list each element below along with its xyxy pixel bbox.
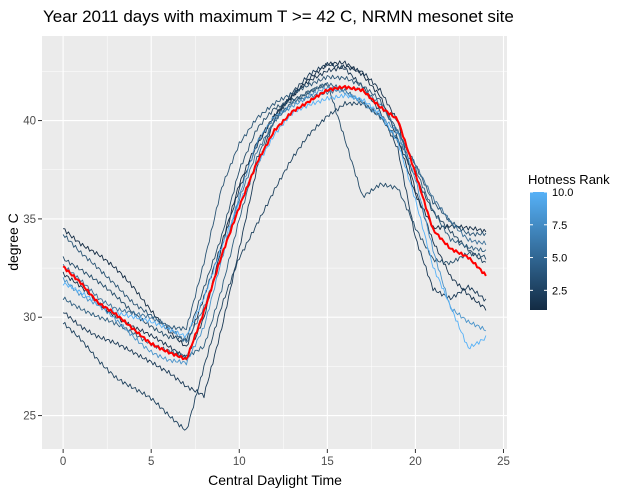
- grid: [42, 36, 507, 465]
- mean-series-line: [62, 84, 487, 361]
- x-tick-label: 15: [321, 456, 334, 468]
- y-tick-label: 35: [23, 214, 36, 226]
- legend-tick-label: 5.0: [552, 253, 567, 265]
- y-axis: 25 30 35 40: [23, 116, 42, 423]
- series-line: [62, 86, 487, 366]
- y-tick-label: 25: [23, 411, 36, 423]
- x-tick-label: 0: [60, 456, 66, 468]
- series-line: [62, 85, 487, 343]
- series-line: [63, 60, 487, 347]
- y-tick-label: 40: [23, 116, 36, 128]
- series-line: [62, 64, 487, 361]
- legend-colorbar: [530, 192, 547, 310]
- x-axis-title: Central Daylight Time: [208, 472, 342, 488]
- legend-tick-label: 2.5: [552, 285, 567, 297]
- x-tick-label: 20: [409, 456, 422, 468]
- legend-tick-label: 10.0: [552, 187, 573, 199]
- legend-ticks: 2.5 5.0 7.5 10.0: [530, 187, 573, 297]
- x-tick-label: 10: [233, 456, 246, 468]
- series-group: [62, 60, 487, 431]
- legend: Hotness Rank 2.5 5.0 7.5 10.0: [528, 172, 610, 310]
- x-tick-label: 25: [497, 456, 510, 468]
- chart-title: Year 2011 days with maximum T >= 42 C, N…: [43, 7, 514, 26]
- series-line: [62, 93, 487, 350]
- plot-panel: [42, 36, 507, 449]
- legend-tick-label: 7.5: [552, 220, 567, 232]
- x-axis: 0 5 10 15 20 25: [60, 449, 510, 468]
- x-tick-label: 5: [148, 456, 154, 468]
- series-line: [62, 61, 487, 399]
- legend-title: Hotness Rank: [528, 172, 610, 187]
- y-tick-label: 30: [23, 312, 36, 324]
- y-axis-title: degree C: [5, 213, 21, 271]
